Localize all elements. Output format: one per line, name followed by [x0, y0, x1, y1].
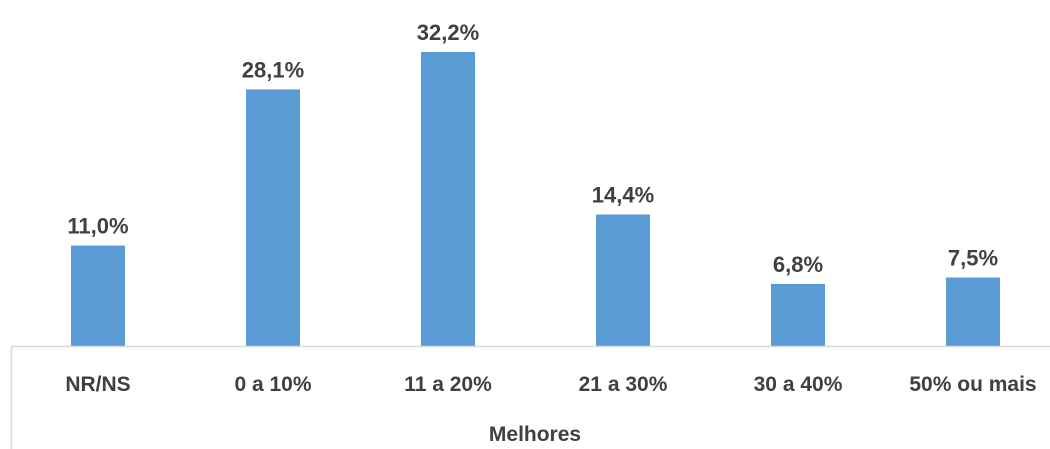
data-label-5: 7,5%	[948, 246, 998, 271]
x-tick-label-3: 21 a 30%	[579, 373, 668, 396]
data-labels-layer: 11,0% 28,1% 32,2% 14,4% 6,8% 7,5%	[67, 20, 998, 277]
bars-layer	[71, 52, 1000, 347]
bar-3	[596, 214, 650, 346]
bar-4	[771, 283, 825, 346]
bar-1	[246, 89, 300, 347]
x-tick-labels-layer: NR/NS 0 a 10% 11 a 20% 21 a 30% 30 a 40% 50% …	[65, 373, 1036, 396]
x-tick-label-0: NR/NS	[65, 373, 130, 396]
bar-0	[71, 245, 125, 346]
data-label-0: 11,0%	[67, 214, 128, 239]
x-tick-label-1: 0 a 10%	[234, 373, 311, 396]
data-label-3: 14,4%	[592, 183, 654, 208]
bar-5	[946, 277, 1000, 346]
x-axis-title: Melhores	[489, 423, 581, 446]
x-tick-label-5: 50% ou mais	[909, 373, 1036, 396]
data-label-1: 28,1%	[242, 57, 304, 82]
bar-2	[421, 52, 475, 346]
data-label-4: 6,8%	[773, 252, 823, 277]
x-tick-label-4: 30 a 40%	[754, 373, 843, 396]
data-label-2: 32,2%	[417, 20, 479, 45]
x-tick-label-2: 11 a 20%	[404, 373, 492, 396]
